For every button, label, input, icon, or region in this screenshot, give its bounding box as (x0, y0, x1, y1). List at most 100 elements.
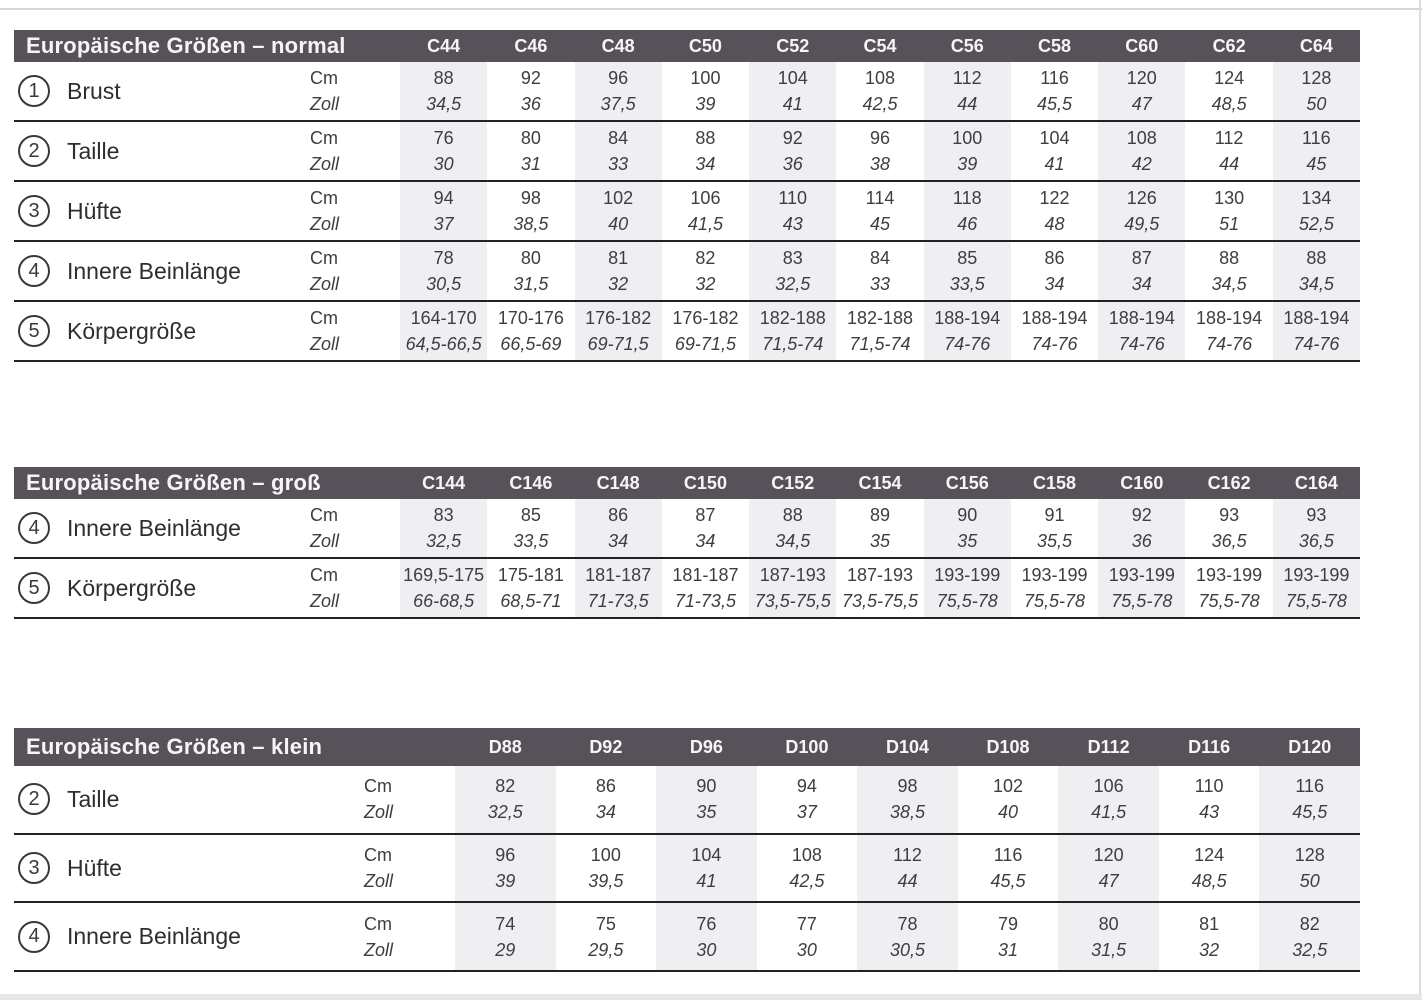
zoll-value: 34 (1044, 274, 1065, 294)
zoll-value: 47 (1098, 871, 1119, 892)
measurement-cell: 88 34,5 (1272, 242, 1360, 300)
cm-value: 110 (778, 188, 808, 208)
measurement-cell: 84 33 (574, 122, 662, 180)
unit-label-cell: Cm Zoll (364, 842, 455, 894)
cm-value: 193-199 (1021, 565, 1088, 585)
measurement-cell: 92 36 (749, 122, 837, 180)
measurement-cell: 94 37 (757, 766, 858, 833)
measurement-cell: 116 45,5 (1011, 62, 1098, 120)
measurement-cell: 82 32,5 (1259, 903, 1360, 971)
unit-label-cm: Cm (310, 565, 338, 585)
zoll-value: 75,5-78 (1285, 591, 1347, 611)
cm-value: 188-194 (1283, 308, 1350, 328)
cm-value: 84 (608, 128, 629, 148)
cm-value: 86 (608, 505, 629, 525)
row-label: Taille (67, 785, 120, 812)
zoll-value: 42 (1131, 154, 1152, 174)
measurement-cell: 77 30 (757, 903, 858, 970)
measurement-cell: 75 29,5 (556, 903, 657, 970)
zoll-value: 40 (998, 802, 1019, 823)
cm-value: 78 (897, 913, 918, 934)
cm-value: 90 (696, 776, 717, 797)
measurement-row: 2 Taille Cm Zoll 76 30 80 31 84 33 88 34 92 36 96 38 100… (14, 122, 1360, 182)
size-column-header: C56 (950, 35, 984, 56)
row-number-badge: 2 (18, 783, 50, 816)
measurement-cell: 96 38 (836, 122, 923, 180)
size-column-header: C58 (1038, 35, 1072, 56)
cm-value: 81 (1199, 913, 1220, 934)
size-column-header: C46 (514, 35, 548, 56)
measurement-cell: 98 38,5 (487, 182, 574, 240)
measurement-cell: 193-199 75,5-78 (1185, 559, 1272, 617)
zoll-value: 45,5 (990, 871, 1026, 892)
measurement-cell: 193-199 75,5-78 (923, 559, 1011, 617)
cm-value: 116 (993, 845, 1023, 866)
row-label: Körpergröße (67, 574, 197, 601)
cm-value: 181-187 (585, 565, 652, 585)
measurement-cell: 78 30,5 (400, 242, 488, 300)
cm-value: 188-194 (1108, 308, 1175, 328)
unit-label-cm: Cm (310, 68, 338, 88)
size-column-header: D116 (1188, 736, 1231, 757)
zoll-value: 71-73,5 (674, 591, 736, 611)
unit-label-zoll: Zoll (310, 154, 340, 174)
zoll-value: 34 (595, 802, 616, 823)
cm-value: 76 (696, 913, 717, 934)
cm-value: 104 (777, 68, 808, 88)
zoll-value: 41,5 (687, 214, 723, 234)
zoll-value: 34 (1131, 274, 1152, 294)
row-label: Innere Beinlänge (67, 257, 241, 284)
measurement-cell: 80 31,5 (487, 242, 574, 300)
cm-value: 88 (433, 68, 454, 88)
measurement-cell: 120 47 (1098, 62, 1186, 120)
measurement-cell: 128 50 (1272, 62, 1360, 120)
zoll-value: 38,5 (889, 802, 926, 823)
row-label: Brust (67, 77, 121, 104)
measurement-cell: 116 45 (1272, 122, 1360, 180)
unit-label-cell: Cm Zoll (310, 502, 400, 554)
unit-label-cell: Cm Zoll (310, 305, 400, 357)
zoll-value: 36 (1131, 531, 1152, 551)
cm-value: 87 (695, 505, 716, 525)
measurement-cell: 81 32 (1159, 903, 1260, 970)
measurement-cell: 87 34 (662, 499, 749, 557)
cm-value: 92 (1131, 505, 1152, 525)
measurement-cell: 93 36,5 (1185, 499, 1272, 557)
zoll-value: 32 (1199, 939, 1220, 960)
cm-value: 88 (1219, 248, 1240, 268)
zoll-value: 38 (869, 154, 890, 174)
row-label: Hüfte (67, 197, 122, 224)
cm-value: 188-194 (1196, 308, 1263, 328)
measurement-row: 3 Hüfte Cm Zoll 94 37 98 38,5 102 40 106 41,5 110 43 1… (14, 182, 1360, 242)
size-table-gross: Europäische Größen – groß C144 C146 C148 C15… (14, 467, 1360, 619)
cm-value: 76 (433, 128, 454, 148)
size-column-header: D108 (986, 736, 1030, 757)
cm-value: 104 (691, 845, 722, 866)
measurement-cell: 108 42,5 (757, 835, 858, 902)
zoll-value: 35 (869, 531, 890, 551)
zoll-value: 36 (782, 154, 803, 174)
zoll-value: 31 (998, 939, 1019, 960)
cm-value: 182-188 (846, 308, 914, 328)
cm-value: 106 (690, 188, 721, 208)
zoll-value: 43 (782, 214, 803, 234)
cm-value: 94 (796, 776, 817, 797)
row-label-cell: 4 Innere Beinlänge (14, 255, 310, 287)
zoll-value: 50 (1299, 871, 1320, 892)
measurement-cell: 91 35,5 (1011, 499, 1098, 557)
unit-label-zoll: Zoll (364, 871, 394, 892)
size-column-header: C50 (688, 35, 722, 56)
zoll-value: 34 (608, 531, 629, 551)
measurement-cell: 88 34,5 (1185, 242, 1272, 300)
cm-value: 80 (520, 128, 541, 148)
zoll-value: 47 (1131, 94, 1152, 114)
cm-value: 77 (796, 913, 817, 934)
measurement-cell: 74 29 (455, 903, 556, 971)
zoll-value: 71,5-74 (762, 334, 824, 354)
cm-value: 188-194 (934, 308, 1001, 328)
measurement-cell: 89 35 (836, 499, 923, 557)
zoll-value: 39 (495, 871, 516, 892)
measurement-cell: 102 40 (574, 182, 662, 240)
measurement-cell: 188-194 74-76 (1098, 302, 1186, 360)
